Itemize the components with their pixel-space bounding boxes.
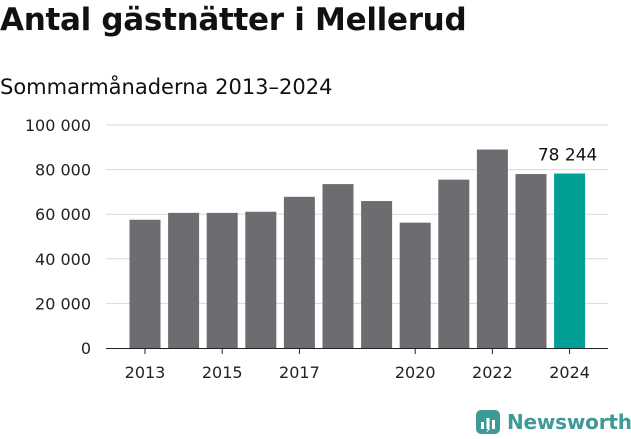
bar-2021 xyxy=(438,179,470,348)
data-label-2024: 78 244 xyxy=(538,146,597,166)
bar-2013 xyxy=(129,219,161,348)
brand-name: Newsworthy xyxy=(507,410,631,434)
bar-2016 xyxy=(245,211,277,348)
x-tick-label: 2015 xyxy=(202,363,243,382)
x-tick-label: 2024 xyxy=(549,363,590,382)
bar-2015 xyxy=(206,212,238,348)
bar-2018 xyxy=(322,184,354,348)
bar-2017 xyxy=(283,196,315,348)
x-tick-label: 2013 xyxy=(125,363,166,382)
bar-chart: 0 20 000 40 000 60 000 80 000 100 000 2013 2015… xyxy=(25,116,608,382)
chart-subtitle: Sommarmånaderna 2013–2024 xyxy=(0,75,333,99)
bar-2023 xyxy=(515,174,547,348)
y-tick-label: 80 000 xyxy=(35,161,91,180)
x-tick-label: 2020 xyxy=(395,363,436,382)
y-tick-label: 0 xyxy=(81,339,91,358)
chart-title: Antal gästnätter i Mellerud xyxy=(0,2,467,38)
newsworthy-logo-icon xyxy=(476,410,500,434)
y-tick-label: 20 000 xyxy=(35,294,91,313)
x-tick-label: 2022 xyxy=(472,363,513,382)
x-tick-label: 2017 xyxy=(279,363,320,382)
bar-2014 xyxy=(168,212,200,348)
y-tick-label: 100 000 xyxy=(25,116,91,135)
bar-2024 xyxy=(554,173,586,348)
y-tick-label: 40 000 xyxy=(35,250,91,269)
bar-2019 xyxy=(361,201,393,348)
newsworthy-brand: Newsworthy xyxy=(476,406,631,438)
y-tick-label: 60 000 xyxy=(35,205,91,224)
bar-2020 xyxy=(399,222,431,348)
bar-2022 xyxy=(476,149,508,348)
